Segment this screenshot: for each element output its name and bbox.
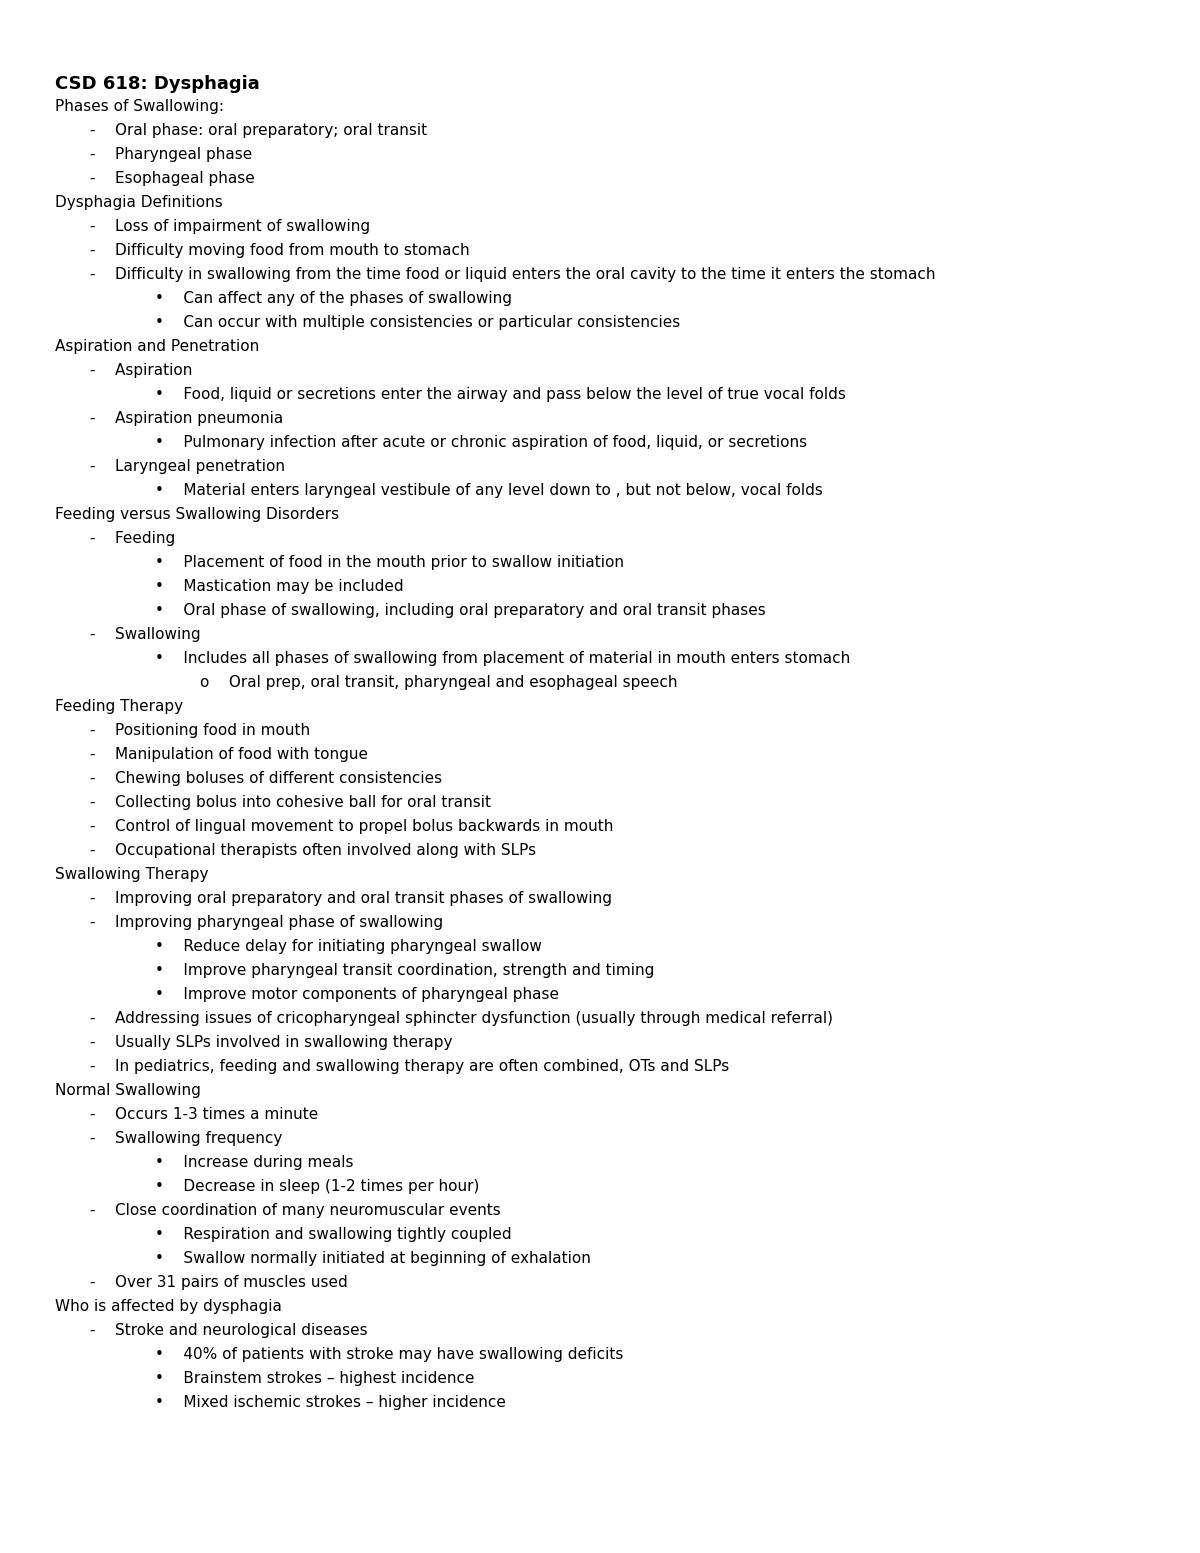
Text: •    Material enters laryngeal vestibule of any level down to , but not below, v: • Material enters laryngeal vestibule of… [155,483,823,499]
Text: -    Collecting bolus into cohesive ball for oral transit: - Collecting bolus into cohesive ball fo… [90,795,491,811]
Text: -    Laryngeal penetration: - Laryngeal penetration [90,460,286,474]
Text: -    Feeding: - Feeding [90,531,175,547]
Text: •    Mixed ischemic strokes – higher incidence: • Mixed ischemic strokes – higher incide… [155,1395,506,1410]
Text: -    Aspiration pneumonia: - Aspiration pneumonia [90,412,283,426]
Text: -    Manipulation of food with tongue: - Manipulation of food with tongue [90,747,368,763]
Text: Aspiration and Penetration: Aspiration and Penetration [55,339,259,354]
Text: -    Oral phase: oral preparatory; oral transit: - Oral phase: oral preparatory; oral tra… [90,123,427,138]
Text: •    Reduce delay for initiating pharyngeal swallow: • Reduce delay for initiating pharyngeal… [155,940,542,954]
Text: -    Occurs 1-3 times a minute: - Occurs 1-3 times a minute [90,1107,318,1121]
Text: -    Control of lingual movement to propel bolus backwards in mouth: - Control of lingual movement to propel … [90,818,613,834]
Text: -    Addressing issues of cricopharyngeal sphincter dysfunction (usually through: - Addressing issues of cricopharyngeal s… [90,1011,833,1027]
Text: •    Oral phase of swallowing, including oral preparatory and oral transit phase: • Oral phase of swallowing, including or… [155,603,766,618]
Text: Normal Swallowing: Normal Swallowing [55,1082,200,1098]
Text: •    Food, liquid or secretions enter the airway and pass below the level of tru: • Food, liquid or secretions enter the a… [155,387,846,402]
Text: -    Swallowing frequency: - Swallowing frequency [90,1131,282,1146]
Text: -    Chewing boluses of different consistencies: - Chewing boluses of different consisten… [90,770,442,786]
Text: Feeding versus Swallowing Disorders: Feeding versus Swallowing Disorders [55,506,340,522]
Text: •    Decrease in sleep (1-2 times per hour): • Decrease in sleep (1-2 times per hour) [155,1179,479,1194]
Text: o    Oral prep, oral transit, pharyngeal and esophageal speech: o Oral prep, oral transit, pharyngeal an… [200,676,678,690]
Text: -    Improving oral preparatory and oral transit phases of swallowing: - Improving oral preparatory and oral tr… [90,891,612,905]
Text: •    Includes all phases of swallowing from placement of material in mouth enter: • Includes all phases of swallowing from… [155,651,851,666]
Text: •    Brainstem strokes – highest incidence: • Brainstem strokes – highest incidence [155,1371,474,1385]
Text: -    Positioning food in mouth: - Positioning food in mouth [90,724,310,738]
Text: •    Swallow normally initiated at beginning of exhalation: • Swallow normally initiated at beginnin… [155,1252,590,1266]
Text: -    Pharyngeal phase: - Pharyngeal phase [90,148,252,162]
Text: -    Improving pharyngeal phase of swallowing: - Improving pharyngeal phase of swallowi… [90,915,443,930]
Text: -    In pediatrics, feeding and swallowing therapy are often combined, OTs and S: - In pediatrics, feeding and swallowing … [90,1059,730,1075]
Text: •    Improve pharyngeal transit coordination, strength and timing: • Improve pharyngeal transit coordinatio… [155,963,654,978]
Text: Swallowing Therapy: Swallowing Therapy [55,867,209,882]
Text: •    Respiration and swallowing tightly coupled: • Respiration and swallowing tightly cou… [155,1227,511,1242]
Text: •    Mastication may be included: • Mastication may be included [155,579,403,593]
Text: -    Difficulty moving food from mouth to stomach: - Difficulty moving food from mouth to s… [90,242,469,258]
Text: Phases of Swallowing:: Phases of Swallowing: [55,99,224,113]
Text: -    Stroke and neurological diseases: - Stroke and neurological diseases [90,1323,367,1339]
Text: -    Aspiration: - Aspiration [90,363,192,377]
Text: •    40% of patients with stroke may have swallowing deficits: • 40% of patients with stroke may have s… [155,1346,623,1362]
Text: -    Over 31 pairs of muscles used: - Over 31 pairs of muscles used [90,1275,348,1291]
Text: -    Difficulty in swallowing from the time food or liquid enters the oral cavit: - Difficulty in swallowing from the time… [90,267,936,283]
Text: •    Pulmonary infection after acute or chronic aspiration of food, liquid, or s: • Pulmonary infection after acute or chr… [155,435,808,450]
Text: •    Increase during meals: • Increase during meals [155,1155,354,1169]
Text: •    Improve motor components of pharyngeal phase: • Improve motor components of pharyngeal… [155,988,559,1002]
Text: •    Can occur with multiple consistencies or particular consistencies: • Can occur with multiple consistencies … [155,315,680,329]
Text: Dysphagia Definitions: Dysphagia Definitions [55,196,223,210]
Text: CSD 618: Dysphagia: CSD 618: Dysphagia [55,75,259,93]
Text: -    Close coordination of many neuromuscular events: - Close coordination of many neuromuscul… [90,1204,500,1218]
Text: Who is affected by dysphagia: Who is affected by dysphagia [55,1298,282,1314]
Text: •    Can affect any of the phases of swallowing: • Can affect any of the phases of swallo… [155,290,512,306]
Text: -    Esophageal phase: - Esophageal phase [90,171,254,186]
Text: Feeding Therapy: Feeding Therapy [55,699,184,714]
Text: -    Usually SLPs involved in swallowing therapy: - Usually SLPs involved in swallowing th… [90,1034,452,1050]
Text: -    Swallowing: - Swallowing [90,627,200,641]
Text: -    Loss of impairment of swallowing: - Loss of impairment of swallowing [90,219,370,235]
Text: •    Placement of food in the mouth prior to swallow initiation: • Placement of food in the mouth prior t… [155,554,624,570]
Text: -    Occupational therapists often involved along with SLPs: - Occupational therapists often involved… [90,843,536,857]
